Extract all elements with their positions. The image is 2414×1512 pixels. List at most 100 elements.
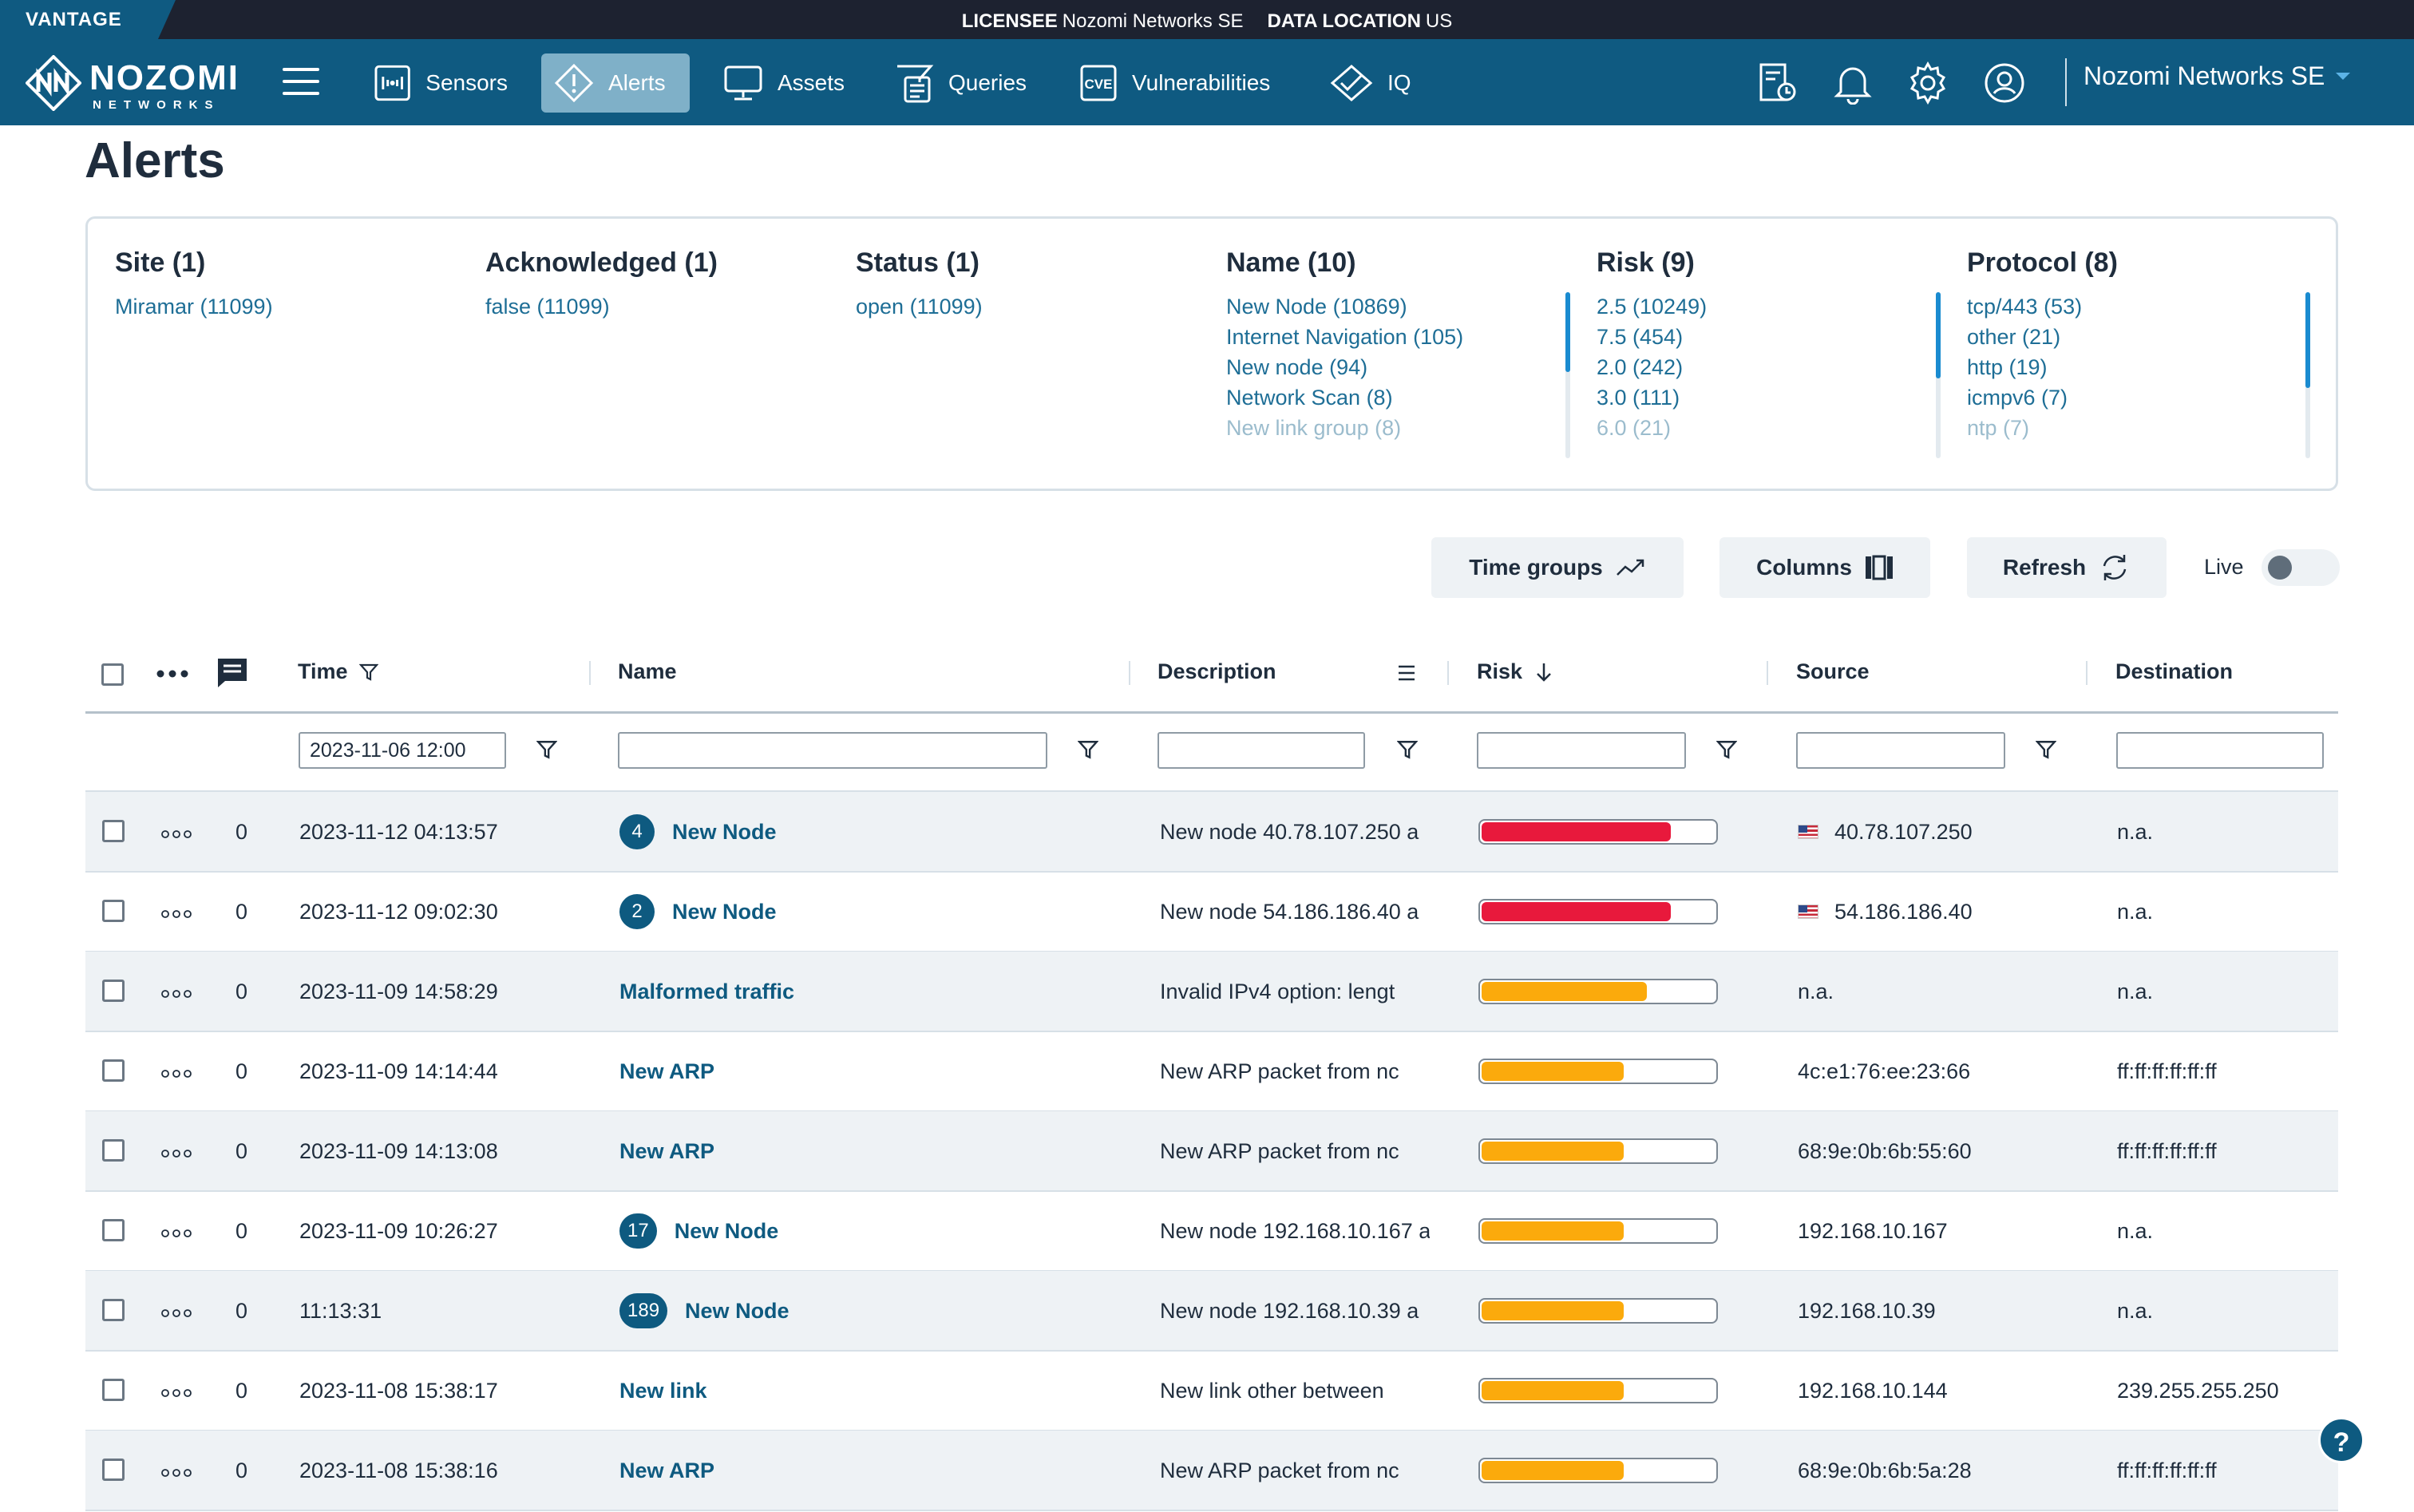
- scrollbar-thumb[interactable]: [2305, 292, 2310, 388]
- row-more-options-icon[interactable]: [160, 1229, 192, 1237]
- user-profile-icon[interactable]: [1983, 61, 2026, 105]
- filter-value[interactable]: ntp (7): [1967, 416, 2030, 440]
- risk-filter-input[interactable]: [1477, 732, 1686, 769]
- table-row[interactable]: 0 11:13:31 189 New Node New node 192.168.10.…: [85, 1271, 2338, 1351]
- filter-value[interactable]: Miramar (11099): [115, 295, 273, 319]
- row-checkbox[interactable]: [102, 1299, 125, 1321]
- select-all-checkbox[interactable]: [101, 663, 124, 686]
- column-header-risk[interactable]: Risk: [1477, 659, 1553, 684]
- destination-filter-input[interactable]: [2116, 732, 2324, 769]
- logo[interactable]: NOZOMI NETWORKS: [22, 53, 246, 112]
- filter-value[interactable]: http (19): [1967, 355, 2048, 379]
- report-icon[interactable]: [1756, 61, 1799, 105]
- time-groups-button[interactable]: Time groups: [1431, 537, 1684, 598]
- filter-funnel-icon[interactable]: [358, 663, 378, 682]
- nav-item-iq[interactable]: IQ: [1317, 53, 1429, 113]
- name-filter-scrollbar[interactable]: [1565, 292, 1570, 458]
- notification-bell-icon[interactable]: [1833, 61, 1873, 105]
- name-filter-input[interactable]: [618, 732, 1047, 769]
- column-header-description[interactable]: Description: [1158, 659, 1276, 684]
- nav-item-queries[interactable]: Queries: [881, 53, 1046, 113]
- column-divider[interactable]: [1447, 661, 1449, 685]
- table-row[interactable]: 0 2023-11-09 14:58:29 Malformed traffic Inv…: [85, 952, 2338, 1031]
- table-row[interactable]: 0 2023-11-09 14:13:08 New ARP New ARP packe…: [85, 1111, 2338, 1191]
- filter-value[interactable]: 6.0 (21): [1597, 416, 1672, 440]
- comment-icon[interactable]: [216, 656, 249, 690]
- row-checkbox[interactable]: [102, 1459, 125, 1481]
- alert-name-link[interactable]: Malformed traffic: [619, 980, 795, 1003]
- alert-name-link[interactable]: New Node: [672, 820, 777, 844]
- column-menu-icon[interactable]: [1397, 664, 1416, 682]
- alert-name-link[interactable]: New Node: [685, 1299, 789, 1323]
- column-header-source[interactable]: Source: [1796, 659, 1870, 684]
- filter-value[interactable]: New link group (8): [1226, 416, 1402, 440]
- protocol-filter-scrollbar[interactable]: [2305, 292, 2310, 458]
- nav-item-assets[interactable]: Assets: [710, 53, 862, 113]
- scrollbar-thumb[interactable]: [1936, 292, 1941, 378]
- row-more-options-icon[interactable]: [160, 1469, 192, 1477]
- refresh-button[interactable]: Refresh: [1967, 537, 2167, 598]
- more-options-icon[interactable]: [156, 669, 188, 679]
- sort-down-arrow-icon[interactable]: [1535, 662, 1553, 683]
- column-divider[interactable]: [1129, 661, 1130, 685]
- row-checkbox[interactable]: [102, 1379, 125, 1401]
- filter-value[interactable]: 2.0 (242): [1597, 355, 1684, 379]
- alert-name-link[interactable]: New Node: [674, 1219, 779, 1243]
- columns-button[interactable]: Columns: [1719, 537, 1930, 598]
- column-header-destination[interactable]: Destination: [2115, 659, 2233, 684]
- filter-value[interactable]: icmpv6 (7): [1967, 386, 2068, 410]
- alert-name-link[interactable]: New ARP: [619, 1139, 715, 1163]
- table-row[interactable]: 0 2023-11-12 04:13:57 4 New Node New node 40…: [85, 792, 2338, 872]
- alert-name-link[interactable]: New ARP: [619, 1459, 715, 1482]
- table-row[interactable]: 0 2023-11-12 09:02:30 2 New Node New node 54…: [85, 872, 2338, 952]
- row-more-options-icon[interactable]: [160, 1070, 192, 1078]
- live-toggle[interactable]: [2262, 549, 2340, 586]
- row-more-options-icon[interactable]: [160, 990, 192, 998]
- row-checkbox[interactable]: [102, 820, 125, 842]
- description-filter-input[interactable]: [1158, 732, 1365, 769]
- row-more-options-icon[interactable]: [160, 830, 192, 838]
- row-more-options-icon[interactable]: [160, 1389, 192, 1397]
- filter-funnel-icon[interactable]: [1716, 739, 1737, 760]
- menu-toggle-button[interactable]: [283, 68, 319, 97]
- filter-funnel-icon[interactable]: [1078, 739, 1098, 760]
- row-more-options-icon[interactable]: [160, 910, 192, 918]
- help-button[interactable]: ?: [2318, 1417, 2365, 1463]
- filter-value[interactable]: 7.5 (454): [1597, 325, 1684, 349]
- table-row[interactable]: 0 2023-11-09 14:14:44 New ARP New ARP packe…: [85, 1031, 2338, 1111]
- nav-item-sensors[interactable]: Sensors: [361, 53, 520, 113]
- table-row[interactable]: 0 2023-11-08 15:38:17 New link New link oth…: [85, 1351, 2338, 1431]
- settings-gear-icon[interactable]: [1906, 61, 1949, 105]
- filter-value[interactable]: other (21): [1967, 325, 2061, 349]
- alert-name-link[interactable]: New Node: [672, 900, 777, 924]
- column-header-name[interactable]: Name: [618, 659, 677, 684]
- table-row[interactable]: 0 2023-11-09 10:26:27 17 New Node New node 1…: [85, 1191, 2338, 1271]
- table-row[interactable]: 0 2023-11-08 15:38:16 New ARP New ARP packe…: [85, 1431, 2338, 1510]
- row-checkbox[interactable]: [102, 1219, 125, 1241]
- alert-name-link[interactable]: New ARP: [619, 1059, 715, 1083]
- filter-funnel-icon[interactable]: [536, 739, 557, 760]
- filter-value[interactable]: false (11099): [485, 295, 610, 319]
- filter-value[interactable]: 2.5 (10249): [1597, 295, 1708, 319]
- account-switcher[interactable]: Nozomi Networks SE: [2084, 61, 2351, 91]
- row-checkbox[interactable]: [102, 900, 125, 922]
- row-more-options-icon[interactable]: [160, 1150, 192, 1158]
- filter-value[interactable]: Network Scan (8): [1226, 386, 1393, 410]
- filter-value[interactable]: 3.0 (111): [1597, 386, 1680, 410]
- filter-value[interactable]: New Node (10869): [1226, 295, 1407, 319]
- column-divider[interactable]: [1767, 661, 1768, 685]
- source-filter-input[interactable]: [1796, 732, 2005, 769]
- risk-filter-scrollbar[interactable]: [1936, 292, 1941, 458]
- time-filter-input[interactable]: [299, 732, 506, 769]
- filter-value[interactable]: open (11099): [856, 295, 983, 319]
- filter-value[interactable]: Internet Navigation (105): [1226, 325, 1464, 349]
- filter-value[interactable]: tcp/443 (53): [1967, 295, 2083, 319]
- row-checkbox[interactable]: [102, 1059, 125, 1082]
- scrollbar-thumb[interactable]: [1565, 292, 1570, 372]
- nav-item-vulnerabilities[interactable]: CVE Vulnerabilities: [1067, 53, 1298, 113]
- filter-funnel-icon[interactable]: [1397, 739, 1418, 760]
- column-divider[interactable]: [589, 661, 591, 685]
- filter-funnel-icon[interactable]: [2036, 739, 2056, 760]
- row-checkbox[interactable]: [102, 1139, 125, 1162]
- column-header-time[interactable]: Time: [298, 659, 378, 684]
